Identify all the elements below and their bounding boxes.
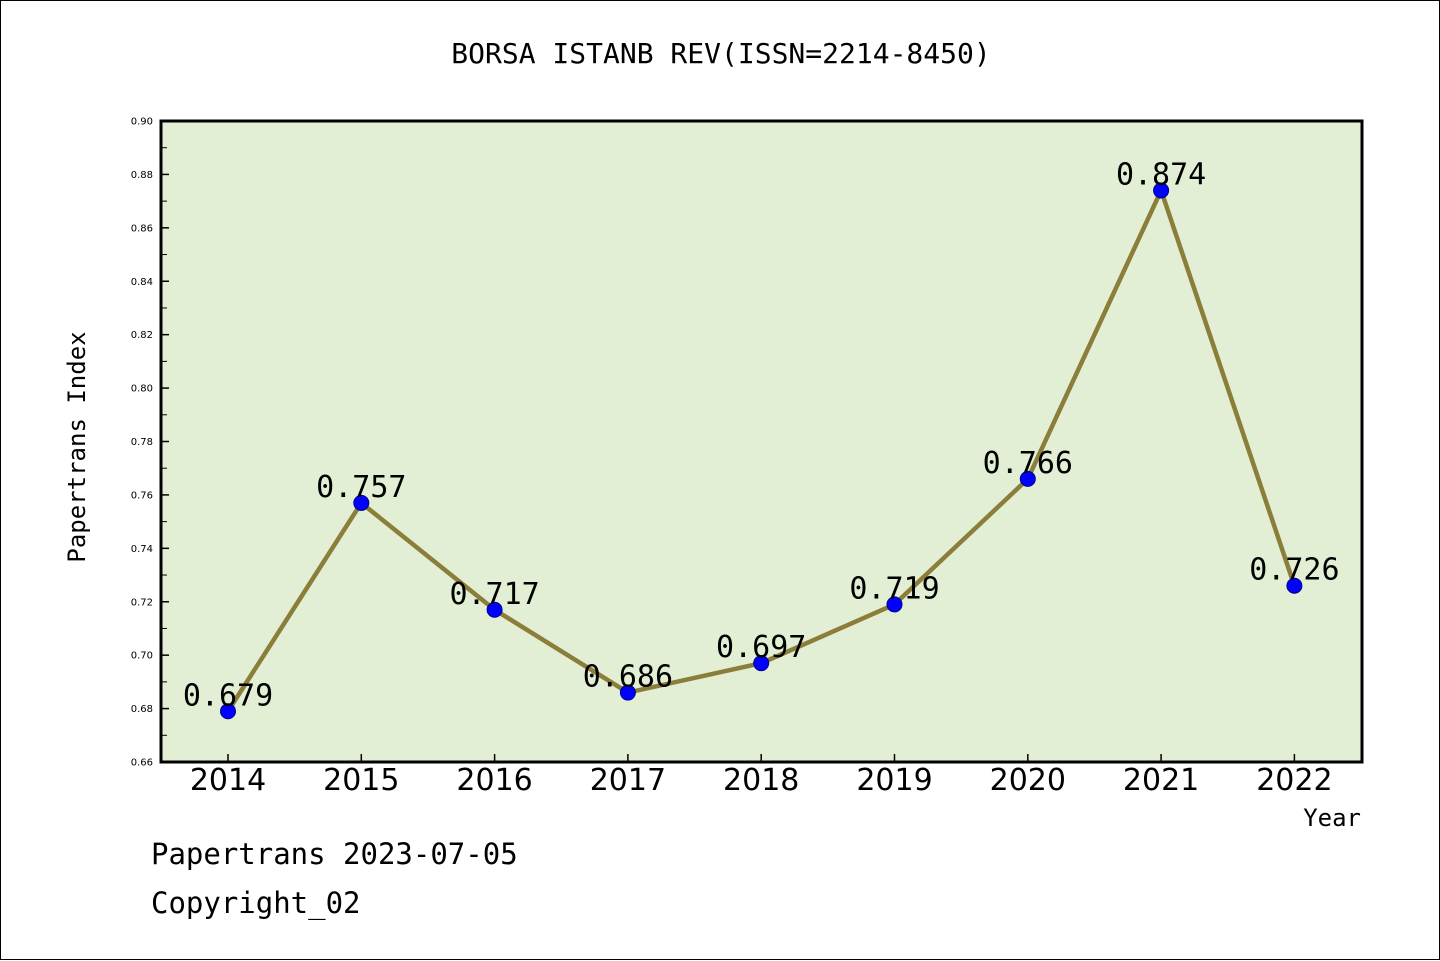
data-label: 0.757: [316, 470, 406, 505]
y-tick-label: 0.74: [131, 544, 153, 555]
data-labels: 0.679 0.757 0.717 0.686 0.697 0.719 0.766 0.874…: [183, 157, 1340, 713]
data-label: 0.719: [849, 571, 939, 606]
x-tick-label: 2022: [1256, 763, 1332, 798]
y-tick-label: 0.72: [131, 597, 153, 608]
footer-copyright: Copyright_02: [151, 886, 361, 920]
x-axis-label: Year: [1303, 804, 1361, 832]
plot-area: [159, 119, 1364, 764]
y-tick-label: 0.70: [131, 651, 153, 662]
data-point: [1153, 182, 1170, 199]
y-tick-label: 0.90: [131, 117, 153, 128]
data-point: [353, 494, 370, 511]
x-tick-label: 2018: [723, 763, 799, 798]
y-axis: 0.66 0.68 0.70 0.72 0.74 0.76 0.78 0.80 0.82 0.84…: [131, 117, 169, 769]
data-label: 0.874: [1116, 157, 1206, 192]
data-label: 0.766: [983, 446, 1073, 481]
x-axis: 2014 2015 2016 2017 2018 2019 2020 2021 2022: [190, 754, 1333, 798]
y-tick-label: 0.80: [131, 384, 153, 395]
x-tick-label: 2016: [456, 763, 532, 798]
y-tick-label: 0.76: [131, 490, 153, 501]
x-tick-label: 2015: [323, 763, 399, 798]
data-label: 0.686: [583, 660, 673, 695]
y-tick-label: 0.78: [131, 437, 153, 448]
footer-date: Papertrans 2023-07-05: [151, 837, 518, 871]
x-tick-label: 2019: [856, 763, 932, 798]
data-point: [1019, 470, 1036, 487]
data-label: 0.697: [716, 630, 806, 665]
data-label: 0.726: [1249, 553, 1339, 588]
x-tick-label: 2014: [190, 763, 266, 798]
y-tick-label: 0.82: [131, 330, 153, 341]
data-point: [753, 655, 770, 672]
y-tick-label: 0.86: [131, 223, 153, 234]
data-point: [486, 601, 503, 618]
series-line-group: [220, 182, 1303, 720]
y-axis-label: Papertrans Index: [63, 331, 91, 562]
y-tick-label: 0.68: [131, 704, 153, 715]
x-tick-label: 2017: [590, 763, 666, 798]
data-label: 0.679: [183, 678, 273, 713]
data-label: 0.717: [449, 577, 539, 612]
x-tick-label: 2020: [990, 763, 1066, 798]
y-tick-label: 0.84: [131, 277, 153, 288]
x-tick-label: 2021: [1123, 763, 1199, 798]
data-point: [1286, 577, 1303, 594]
data-point: [220, 703, 236, 720]
y-tick-label: 0.88: [131, 170, 153, 181]
data-point: [619, 684, 636, 701]
chart-title: BORSA ISTANB REV(ISSN=2214-8450): [451, 37, 991, 70]
data-point: [886, 596, 903, 613]
y-tick-label: 0.66: [131, 758, 153, 769]
